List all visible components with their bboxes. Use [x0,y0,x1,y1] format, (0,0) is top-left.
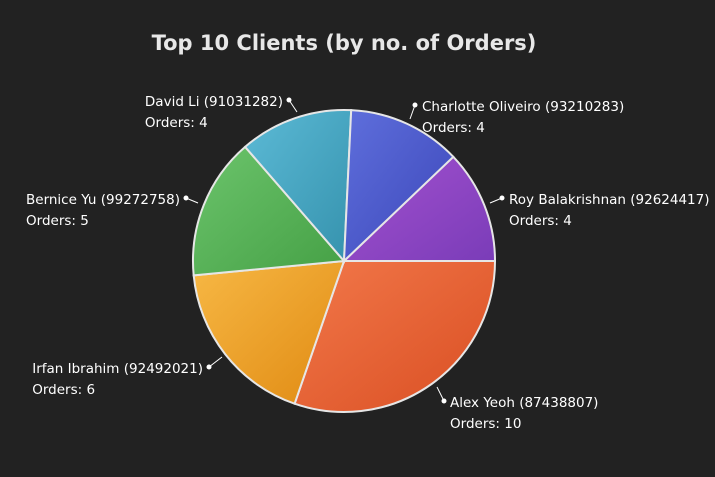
leader-dot-2 [441,398,447,404]
leader-line-2 [436,386,445,402]
slice-label-value-4: Orders: 5 [26,213,89,229]
leader-dot-4 [183,195,189,201]
slice-label-name-5: David Li (91031282) [145,94,283,110]
slice-labels: Roy Balakrishnan (92624417) Orders: 4 Alex… [26,94,710,432]
pie-slice-6[interactable] [342,109,455,264]
leader-dot-3 [206,364,212,370]
slice-label-value-1: Orders: 4 [509,213,572,229]
slice-label-name-3: Irfan Ibrahim (92492021) [32,361,203,377]
slice-label-value-6: Orders: 4 [422,120,485,136]
pie-slice-3[interactable] [192,259,346,405]
slice-label-value-5: Orders: 4 [145,115,208,131]
slice-label-name-1: Roy Balakrishnan (92624417) [509,192,710,208]
slice-label-name-6: Charlotte Oliveiro (93210283) [422,99,624,115]
slice-label-name-2: Alex Yeoh (87438807) [450,395,598,411]
slice-label-name-4: Bernice Yu (99272758) [26,192,180,208]
pie-slices [192,109,497,413]
pie-slice-4[interactable] [192,145,347,277]
pie-slice-1[interactable] [341,155,497,262]
leader-dot-1 [499,195,505,201]
pie-slice-5[interactable] [243,109,353,264]
leader-dot-6 [412,102,418,108]
slice-label-value-3: Orders: 6 [32,382,95,398]
slice-label-value-2: Orders: 10 [450,416,521,432]
pie-slice-2[interactable] [293,260,497,413]
leader-dot-5 [286,97,292,103]
chart-title: Top 10 Clients (by no. of Orders) [152,31,537,55]
leader-line-3 [208,356,223,368]
